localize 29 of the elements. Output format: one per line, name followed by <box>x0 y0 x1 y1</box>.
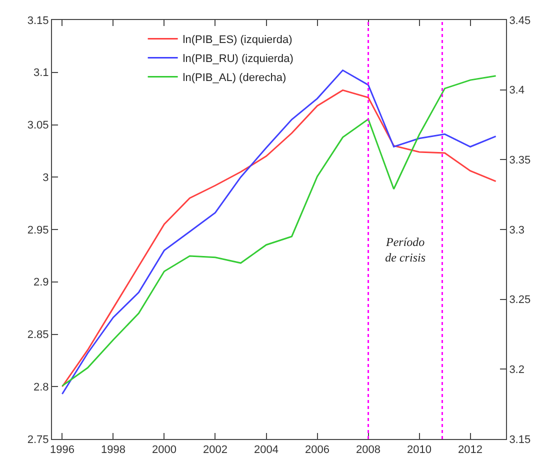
y-tick-label: 2.8 <box>34 381 49 394</box>
x-tick-label: 2008 <box>356 444 381 456</box>
x-tick-label: 2002 <box>203 444 228 456</box>
legend-label: ln(PIB_AL) (derecha) <box>182 72 286 84</box>
y-tick-label: 3.05 <box>27 120 49 132</box>
x-tick-label: 2006 <box>305 444 330 456</box>
y2-tick-label: 3.25 <box>509 294 531 306</box>
x-tick-label: 1998 <box>100 444 126 456</box>
y-tick-label: 2.85 <box>27 329 49 342</box>
x-tick-label: 2012 <box>458 444 483 456</box>
y-tick-label: 2.95 <box>27 224 49 236</box>
y-tick-label: 3.1 <box>34 67 49 80</box>
x-tick-label: 2010 <box>407 444 432 456</box>
annotation: Período de crisis <box>385 235 426 265</box>
y2-tick-label: 3.15 <box>509 434 531 446</box>
y-tick-label: 2.9 <box>34 276 49 289</box>
legend-label: ln(PIB_ES) (izquierda) <box>182 34 292 46</box>
x-tick-label: 2000 <box>152 444 176 456</box>
y-tick-label: 2.75 <box>27 434 49 446</box>
y2-tick-label: 3.2 <box>509 364 524 376</box>
x-tick-label: 1996 <box>50 444 74 456</box>
y2-tick-label: 3.3 <box>509 224 524 236</box>
y-tick-label: 3 <box>42 172 49 184</box>
y2-tick-label: 3.35 <box>509 154 531 167</box>
legend-label: ln(PIB_RU) (izquierda) <box>182 52 294 65</box>
x-tick-label: 2004 <box>254 444 278 456</box>
y2-tick-label: 3.45 <box>509 14 531 27</box>
y-tick-label: 3.15 <box>27 14 49 27</box>
y2-tick-label: 3.4 <box>509 84 524 97</box>
